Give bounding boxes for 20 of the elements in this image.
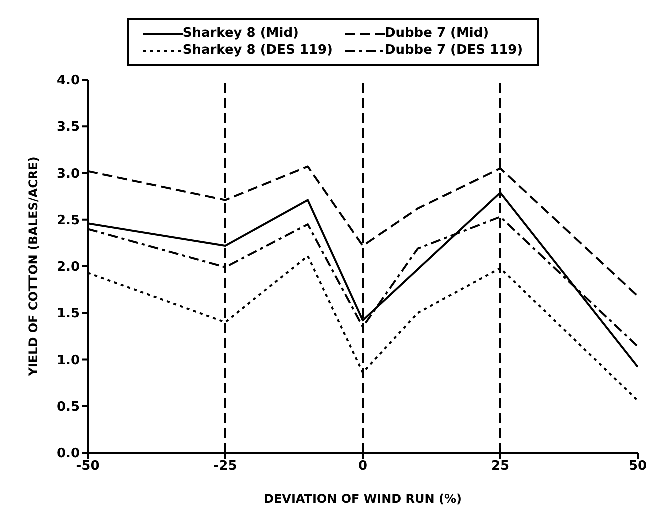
y-axis-title: YIELD OF COTTON (BALES/ACRE) bbox=[26, 156, 40, 378]
y-tick-label: 0.0 bbox=[56, 446, 80, 462]
x-tick-label: 0 bbox=[358, 459, 368, 474]
y-tick-label: 1.5 bbox=[56, 306, 80, 322]
legend-label: Dubbe 7 (DES 119) bbox=[384, 43, 524, 58]
x-tick-label: 25 bbox=[491, 459, 510, 474]
y-tick-label: 3.5 bbox=[56, 120, 80, 136]
x-tick-label: -25 bbox=[214, 459, 238, 474]
legend-label: Sharkey 8 (DES 119) bbox=[182, 43, 333, 58]
x-tick-label: 50 bbox=[628, 459, 648, 474]
legend-label: Dubbe 7 (Mid) bbox=[384, 26, 490, 41]
x-axis-title: DEVIATION OF WIND RUN (%) bbox=[264, 492, 462, 506]
y-tick-label: 4.0 bbox=[56, 74, 80, 89]
x-tick-label: -50 bbox=[76, 459, 100, 474]
y-tick-label: 1.0 bbox=[56, 353, 80, 368]
legend-label: Sharkey 8 (Mid) bbox=[182, 26, 299, 41]
y-tick-label: 2.5 bbox=[56, 213, 80, 228]
y-tick-label: 2.0 bbox=[56, 260, 80, 276]
y-tick-label: 3.0 bbox=[56, 166, 80, 182]
y-tick-label: 0.5 bbox=[56, 400, 80, 415]
